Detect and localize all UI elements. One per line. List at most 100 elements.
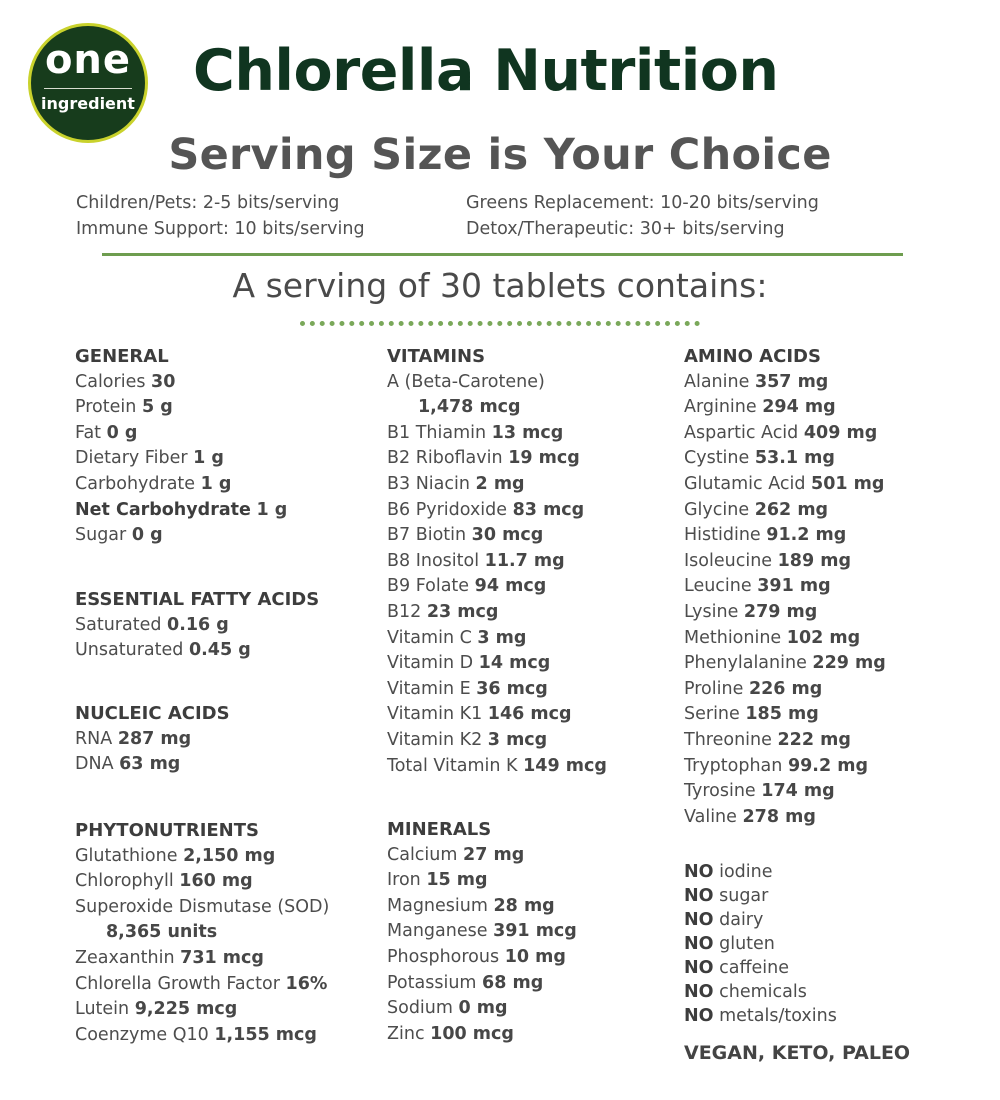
- nutrient-value: 189 mg: [777, 550, 852, 571]
- nutrient-value: 16%: [285, 973, 328, 994]
- nutrient-value: 8,365 units: [106, 922, 218, 943]
- free-from-item: NO chemicals: [684, 980, 837, 1004]
- one-ingredient-logo: one ingredient: [28, 23, 148, 143]
- nutrient-row-continued: 1,478 mcg: [387, 395, 607, 421]
- nutrient-row: Net Carbohydrate 1 g: [75, 498, 287, 524]
- nutrient-value: 174 mg: [761, 781, 835, 802]
- nutrient-name: Serine: [684, 704, 740, 725]
- nutrient-value: 36 mcg: [476, 678, 548, 699]
- nutrient-value: 0 g: [131, 525, 163, 546]
- no-label: NO: [684, 982, 714, 1002]
- nutrient-row: Zinc 100 mcg: [387, 1022, 577, 1048]
- nutrient-row: Vitamin K2 3 mcg: [387, 728, 607, 754]
- nutrient-name: B9 Folate: [387, 576, 470, 597]
- nutrient-row: Fat 0 g: [75, 421, 287, 447]
- nutrient-row: Cystine 53.1 mg: [684, 446, 886, 472]
- nutrient-value: 391 mg: [757, 576, 831, 597]
- nutrient-name: Unsaturated: [75, 640, 184, 661]
- nutrient-value: 1 g: [256, 499, 288, 520]
- nutrient-value: 0 mg: [458, 998, 508, 1019]
- nutrient-name: Aspartic Acid: [684, 422, 799, 443]
- nutrient-value: 226 mg: [748, 678, 823, 699]
- nutrient-value: 68 mg: [482, 972, 544, 993]
- nutrient-row: Total Vitamin K 149 mcg: [387, 754, 607, 780]
- nutrient-name: Zeaxanthin: [75, 947, 175, 968]
- nutrient-value: 294 mg: [762, 397, 836, 418]
- nutrient-name: Tyrosine: [684, 781, 756, 802]
- nutrient-row: Lysine 279 mg: [684, 600, 886, 626]
- dotted-divider: [300, 321, 700, 326]
- nutrient-value: 278 mg: [742, 806, 816, 827]
- nutrient-value: 1 g: [200, 473, 232, 494]
- nutrient-name: A (Beta-Carotene): [387, 371, 545, 392]
- nutrient-value: 262 mg: [754, 499, 829, 520]
- nutrient-value: 99.2 mg: [787, 755, 868, 776]
- nutrient-row: Leucine 391 mg: [684, 574, 886, 600]
- nutrient-value: 13 mcg: [491, 422, 564, 443]
- nutrient-name: Phenylalanine: [684, 653, 807, 674]
- nutrient-value: 229 mg: [812, 653, 886, 674]
- nutrient-row: Manganese 391 mcg: [387, 919, 577, 945]
- nutrient-name: Coenzyme Q10: [75, 1024, 209, 1045]
- serving-heading: A serving of 30 tablets contains:: [232, 266, 768, 305]
- nutrient-row: B9 Folate 94 mcg: [387, 574, 607, 600]
- section-heading: PHYTONUTRIENTS: [75, 820, 259, 841]
- nutrient-value: 83 mcg: [512, 499, 585, 520]
- section-amino-acids: AMINO ACIDS Alanine 357 mg Arginine 294 mg…: [684, 344, 886, 830]
- nutrient-name: B7 Biotin: [387, 525, 467, 546]
- diet-badges: VEGAN, KETO, PALEO: [684, 1042, 911, 1064]
- nutrient-name: Vitamin K1: [387, 704, 483, 725]
- nutrient-name: Cystine: [684, 448, 750, 469]
- free-from-item: NO metals/toxins: [684, 1004, 837, 1028]
- nutrient-name: Glycine: [684, 499, 750, 520]
- section-minerals: MINERALS Calcium 27 mg Iron 15 mg Magnesium…: [387, 817, 577, 1047]
- nutrient-name: Fat: [75, 422, 102, 443]
- no-label: NO: [684, 910, 714, 930]
- nutrient-value: 9,225 mcg: [134, 999, 238, 1020]
- no-label: NO: [684, 862, 714, 882]
- nutrient-row: Proline 226 mg: [684, 677, 886, 703]
- nutrient-row-continued: 8,365 units: [75, 920, 329, 946]
- nutrient-value: 11.7 mg: [484, 550, 565, 571]
- no-label: NO: [684, 958, 714, 978]
- nutrient-value: 3 mcg: [487, 729, 548, 750]
- nutrient-name: RNA: [75, 728, 113, 749]
- nutrient-row: Phosphorous 10 mg: [387, 945, 577, 971]
- nutrient-name: B2 Riboflavin: [387, 448, 503, 469]
- nutrient-row: B8 Inositol 11.7 mg: [387, 549, 607, 575]
- nutrient-row: Glutathione 2,150 mg: [75, 844, 329, 870]
- nutrient-row: Chlorella Growth Factor 16%: [75, 972, 329, 998]
- nutrient-value: 15 mg: [426, 870, 488, 891]
- free-from-text: chemicals: [719, 982, 807, 1002]
- nutrient-row: Isoleucine 189 mg: [684, 549, 886, 575]
- nutrient-value: 357 mg: [754, 371, 829, 392]
- nutrient-row: Unsaturated 0.45 g: [75, 638, 319, 664]
- nutrient-name: Chlorella Growth Factor: [75, 973, 280, 994]
- nutrient-name: Valine: [684, 806, 737, 827]
- nutrient-row: Saturated 0.16 g: [75, 613, 319, 639]
- serving-guide-right: Greens Replacement: 10-20 bits/serving D…: [466, 190, 819, 242]
- section-heading: ESSENTIAL FATTY ACIDS: [75, 589, 320, 610]
- nutrient-name: Sugar: [75, 525, 127, 546]
- nutrient-row: Phenylalanine 229 mg: [684, 651, 886, 677]
- nutrient-value: 0 g: [106, 422, 138, 443]
- nutrient-row: Glutamic Acid 501 mg: [684, 472, 886, 498]
- nutrient-name: Protein: [75, 397, 137, 418]
- nutrient-value: 102 mg: [786, 627, 861, 648]
- section-nucleic-acids: NUCLEIC ACIDS RNA 287 mg DNA 63 mg: [75, 701, 230, 778]
- free-from-item: NO gluten: [684, 932, 837, 956]
- nutrient-value: 91.2 mg: [766, 525, 847, 546]
- free-from-text: dairy: [719, 910, 764, 930]
- nutrient-name: Magnesium: [387, 895, 488, 916]
- nutrient-row: Protein 5 g: [75, 395, 287, 421]
- page-subtitle: Serving Size is Your Choice: [168, 130, 832, 180]
- nutrient-name: B6 Pyridoxide: [387, 499, 508, 520]
- nutrient-name: Glutamic Acid: [684, 473, 806, 494]
- nutrient-value: 222 mg: [777, 729, 851, 750]
- nutrient-row: Vitamin C 3 mg: [387, 626, 607, 652]
- nutrient-row: Dietary Fiber 1 g: [75, 446, 287, 472]
- nutrient-name: B8 Inositol: [387, 550, 480, 571]
- nutrient-name: Manganese: [387, 921, 488, 942]
- nutrient-name: Total Vitamin K: [387, 755, 518, 776]
- nutrient-name: Isoleucine: [684, 550, 773, 571]
